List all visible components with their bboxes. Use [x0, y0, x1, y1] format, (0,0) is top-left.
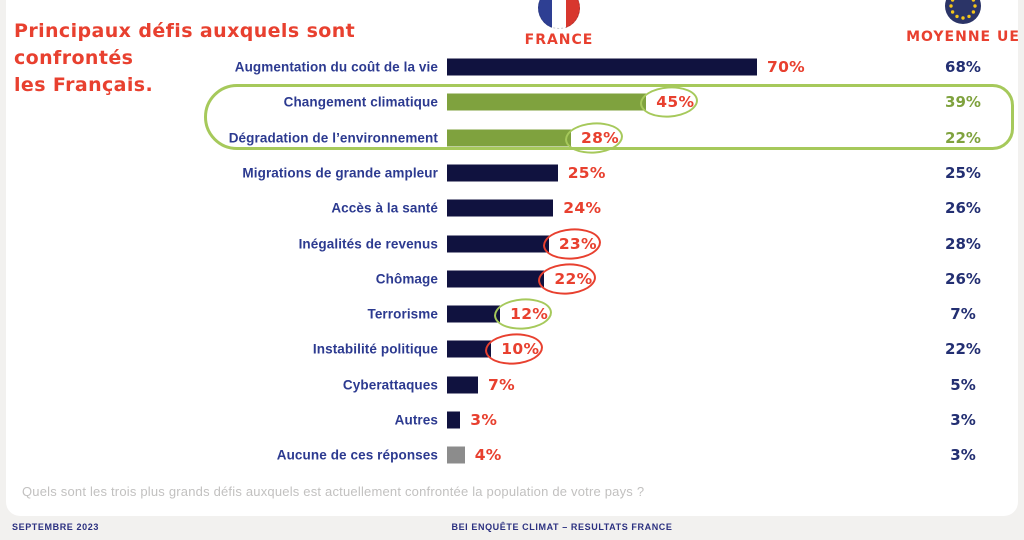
survey-question: Quels sont les trois plus grands défis a… — [22, 484, 645, 499]
category-label: Aucune de ces réponses — [276, 447, 438, 463]
category-label: Inégalités de revenus — [298, 236, 438, 251]
chart-row: Changement climatique 45% 39% — [0, 84, 1024, 120]
chart-row: Augmentation du coût de la vie 70% 68% — [0, 50, 1024, 85]
category-label: Instabilité politique — [312, 341, 438, 357]
france-flag-icon — [509, 0, 609, 30]
category-label: Augmentation du coût de la vie — [234, 59, 438, 75]
category-label: Migrations de grande ampleur — [242, 165, 438, 181]
category-label: Cyberattaques — [342, 377, 438, 393]
footer-source: BEI ENQUÊTE CLIMAT – RESULTATS FRANCE — [451, 522, 673, 532]
footer-date: SEPTEMBRE 2023 — [12, 522, 99, 532]
footer-bar: SEPTEMBRE 2023 BEI ENQUÊTE CLIMAT – RESU… — [0, 517, 1024, 540]
france-value: 3% — [470, 411, 498, 429]
eu-value: 25% — [945, 163, 981, 182]
france-value: 45% — [656, 93, 695, 112]
france-bar — [447, 340, 492, 358]
france-bar — [447, 235, 549, 252]
france-value: 10% — [501, 340, 540, 359]
chart-row: Migrations de grande ampleur 25% 25% — [0, 155, 1024, 190]
france-bar — [447, 446, 465, 464]
eu-value: 68% — [945, 58, 981, 76]
france-bar — [447, 58, 757, 76]
eu-value: 3% — [950, 446, 976, 465]
chart-row: Accès à la santé 24% 26% — [0, 191, 1024, 226]
france-value: 70% — [767, 58, 806, 76]
chart-row: Cyberattaques 7% 5% — [0, 367, 1024, 402]
eu-value: 5% — [950, 375, 976, 394]
france-bar — [447, 305, 501, 323]
chart-title-line1: Principaux défis auxquels sont confronté… — [14, 20, 356, 69]
category-label: Changement climatique — [283, 94, 438, 110]
france-value: 25% — [567, 163, 606, 182]
column-header-france: FRANCE — [509, 0, 609, 48]
eu-value: 3% — [950, 411, 976, 429]
eu-value: 28% — [945, 234, 981, 253]
france-value: 24% — [563, 199, 602, 218]
france-bar — [447, 376, 478, 394]
france-bar — [447, 93, 647, 111]
eu-value: 26% — [945, 199, 981, 218]
eu-value: 7% — [950, 305, 976, 324]
france-value: 28% — [581, 128, 620, 147]
france-bar — [447, 411, 461, 429]
chart-row: Terrorisme 12% 7% — [0, 296, 1024, 332]
category-label: Autres — [394, 412, 438, 428]
eu-value: 22% — [945, 128, 981, 147]
eu-value: 26% — [945, 269, 981, 288]
chart-row: Instabilité politique 10% 22% — [0, 331, 1024, 367]
france-column-label: FRANCE — [524, 32, 594, 48]
chart-row: Dégradation de l’environnement 28% 22% — [0, 120, 1024, 156]
category-label: Terrorisme — [367, 306, 438, 322]
chart-row: Autres 3% 3% — [0, 403, 1024, 438]
eu-flag-icon — [903, 0, 1023, 26]
eu-value: 22% — [945, 340, 981, 359]
france-value: 12% — [510, 305, 549, 324]
france-value: 23% — [558, 234, 597, 253]
france-value: 4% — [474, 446, 502, 465]
france-value: 22% — [554, 269, 593, 288]
chart-title-line2: les Français. — [14, 74, 154, 96]
france-value: 7% — [488, 375, 515, 394]
france-bar — [447, 164, 558, 182]
eu-column-label: MOYENNE UE — [906, 29, 1020, 45]
france-bar — [447, 270, 545, 288]
category-label: Dégradation de l’environnement — [228, 130, 438, 146]
chart-row: Chômage 22% 26% — [0, 261, 1024, 297]
chart-title: Principaux défis auxquels sont confronté… — [14, 18, 444, 99]
chart-row: Inégalités de revenus 23% 28% — [0, 226, 1024, 261]
category-label: Accès à la santé — [331, 200, 438, 216]
category-label: Chômage — [375, 271, 438, 287]
chart-row: Aucune de ces réponses 4% 3% — [0, 438, 1024, 473]
eu-value: 39% — [945, 93, 981, 112]
column-header-eu: MOYENNE UE — [903, 0, 1023, 45]
france-bar — [447, 199, 554, 217]
france-bar — [447, 129, 571, 147]
